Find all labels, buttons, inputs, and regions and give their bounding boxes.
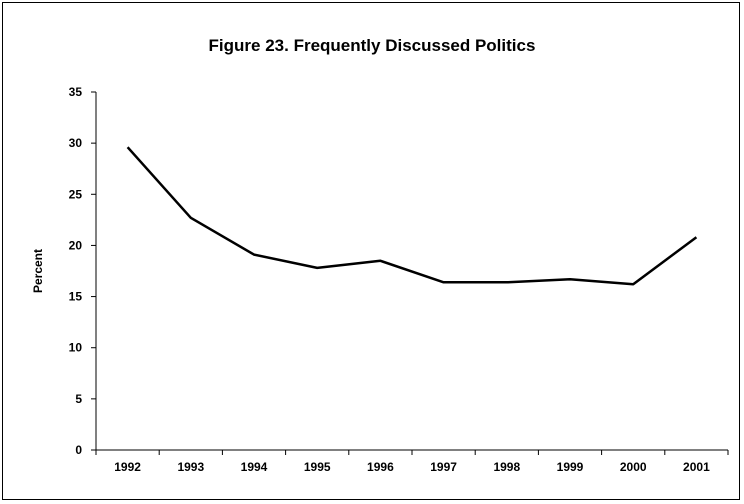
- x-tick-label: 1992: [114, 460, 141, 474]
- x-tick-label: 1995: [304, 460, 331, 474]
- y-tick-label: 15: [69, 290, 83, 304]
- y-tick-label: 0: [75, 443, 82, 457]
- y-tick-label: 10: [69, 341, 83, 355]
- x-tick-label: 2001: [683, 460, 710, 474]
- series-line: [126, 146, 698, 286]
- x-tick-label: 1997: [430, 460, 457, 474]
- x-tick-label: 1994: [241, 460, 268, 474]
- series-layer: [126, 146, 698, 286]
- x-tick-label: 2000: [620, 460, 647, 474]
- y-axis-label: Percent: [31, 249, 45, 293]
- y-tick-label: 25: [69, 187, 83, 201]
- x-tick-label: 1998: [493, 460, 520, 474]
- y-tick-label: 35: [69, 85, 83, 99]
- y-tick-label: 20: [69, 238, 83, 252]
- chart-title: Figure 23. Frequently Discussed Politics: [208, 36, 536, 55]
- x-tick-label: 1996: [367, 460, 394, 474]
- x-tick-label: 1999: [557, 460, 584, 474]
- y-tick-label: 5: [75, 392, 82, 406]
- y-tick-label: 30: [69, 136, 83, 150]
- x-tick-label: 1993: [177, 460, 204, 474]
- y-axis-ticks: 0 5 10 15 20 25 30 35: [69, 85, 96, 457]
- x-axis-ticks: 1992 1993 1994 1995 1996 1997 1998 1999 2000 2001: [95, 450, 729, 474]
